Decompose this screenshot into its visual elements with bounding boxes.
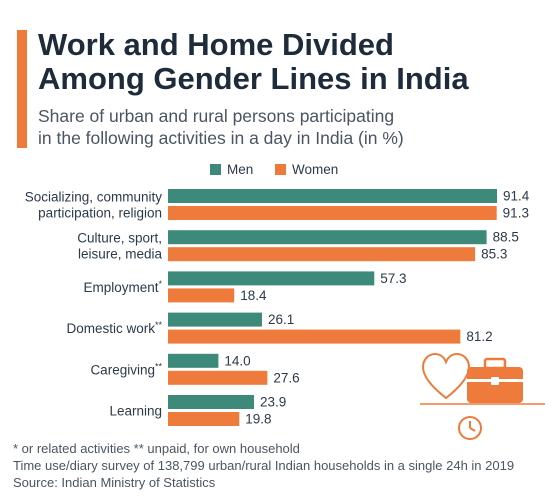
data-label: 81.2: [466, 329, 492, 344]
briefcase-icon: [467, 357, 523, 403]
category-label: Learning: [109, 404, 162, 419]
heart-icon: [421, 352, 471, 400]
chart-title-line: Work and Home Divided: [38, 27, 394, 62]
bar: [168, 412, 240, 426]
clock-icon: [420, 403, 545, 440]
category-footnote-mark: *: [158, 279, 162, 289]
bar: [168, 395, 255, 409]
category-label: Employment*: [83, 279, 162, 295]
data-label: 19.8: [245, 412, 271, 427]
data-label: 57.3: [380, 271, 406, 286]
bar-chart: Men Women Socializing, communityparticipat…: [25, 162, 530, 427]
decorative-illustration: [420, 352, 545, 440]
data-label: 91.3: [503, 206, 529, 221]
category-label: participation, religion: [38, 206, 162, 221]
category-label: Domestic work**: [66, 320, 162, 336]
legend-label: Women: [292, 162, 338, 177]
category-footnote-mark: **: [155, 361, 163, 371]
source-note: Source: Indian Ministry of Statistics: [13, 475, 216, 490]
bar: [168, 329, 461, 344]
data-label: 27.6: [273, 370, 299, 385]
legend-swatch: [275, 164, 286, 175]
data-label: 91.4: [503, 189, 530, 204]
legend-label: Men: [227, 162, 253, 177]
category-label: Culture, sport,: [77, 231, 162, 246]
footnote-markers: * or related activities ** unpaid, for o…: [13, 441, 300, 456]
category-label: Caregiving**: [90, 361, 162, 377]
bar: [168, 288, 235, 303]
data-label: 18.4: [240, 288, 267, 303]
chart-subtitle-line: in the following activities in a day in …: [38, 128, 404, 148]
category-label: Socializing, community: [25, 190, 163, 205]
data-label: 23.9: [260, 395, 286, 410]
bar: [168, 206, 497, 220]
accent-bar: [17, 30, 27, 148]
data-label: 14.0: [224, 353, 250, 368]
bar: [168, 271, 375, 286]
data-label: 88.5: [493, 230, 519, 245]
bar: [168, 189, 498, 203]
bar: [168, 353, 219, 368]
data-label: 26.1: [268, 312, 294, 327]
bar: [168, 370, 268, 385]
survey-note: Time use/diary survey of 138,799 urban/r…: [13, 458, 515, 473]
bar: [168, 247, 476, 262]
chart-subtitle-line: Share of urban and rural persons partici…: [38, 106, 395, 126]
bar: [168, 230, 487, 245]
legend-swatch: [210, 164, 221, 175]
category-label: leisure, media: [78, 247, 163, 262]
chart-subtitle: Share of urban and rural persons partici…: [38, 105, 543, 149]
chart-title-line: Among Gender Lines in India: [38, 61, 469, 96]
bar: [168, 312, 262, 327]
data-label: 85.3: [481, 247, 507, 262]
chart-notes: * or related activities ** unpaid, for o…: [13, 440, 548, 491]
category-footnote-mark: **: [155, 320, 163, 330]
chart-title: Work and Home Divided Among Gender Lines…: [38, 28, 538, 96]
